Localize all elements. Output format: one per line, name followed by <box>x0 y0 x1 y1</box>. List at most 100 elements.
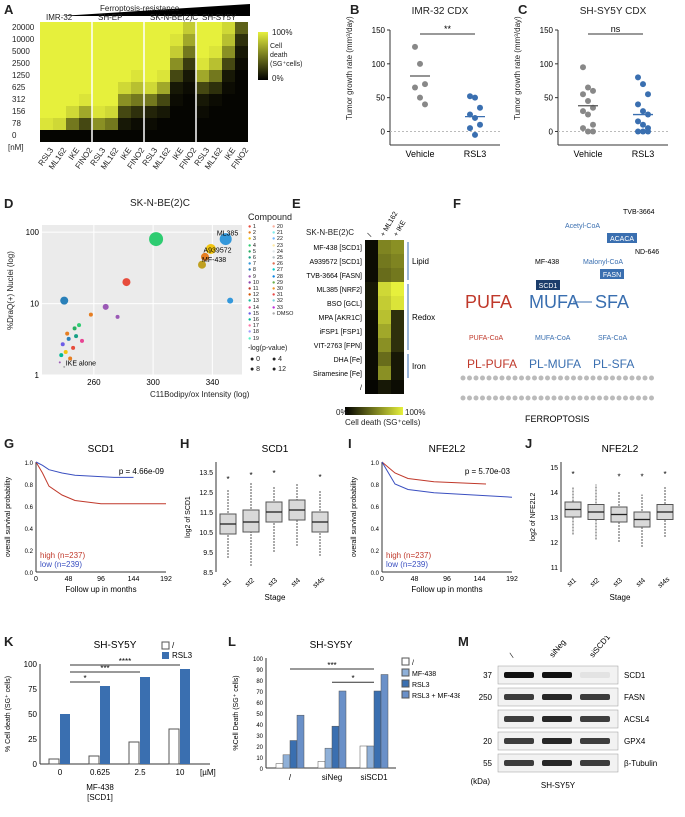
heat-cell <box>222 118 235 130</box>
heat-cell <box>92 58 105 70</box>
heat-cell <box>92 22 105 34</box>
bar-rsl3 <box>180 669 190 764</box>
heat-cell <box>378 352 391 366</box>
heat-cell <box>79 130 92 142</box>
data-point <box>477 104 483 111</box>
y-tick-label: 50 <box>544 94 553 103</box>
x-tick-label: 96 <box>97 576 105 583</box>
data-point <box>590 87 596 94</box>
heat-cell <box>209 94 222 106</box>
membrane-head <box>473 395 479 401</box>
y-tick-label: 0.0 <box>371 571 380 577</box>
legend-item: ● 17 <box>248 323 259 329</box>
legend-item: ● 27 <box>272 267 283 273</box>
heat-cell <box>209 130 222 142</box>
x-tick-label: 0 <box>34 576 38 583</box>
heat-cell <box>365 296 378 310</box>
membrane-head <box>603 395 609 401</box>
legend-item: ● 6 <box>248 255 256 261</box>
drug: MF-438 <box>86 783 114 792</box>
heat-cell <box>92 34 105 46</box>
heat-cell <box>53 82 66 94</box>
bar <box>282 754 291 769</box>
band <box>542 672 572 678</box>
conc-label: 2500 <box>12 59 30 68</box>
heat-cell <box>235 22 248 34</box>
heat-cell <box>196 34 209 46</box>
legend-item: ● 28 <box>272 274 283 280</box>
y-tick-label: 25 <box>28 735 37 744</box>
data-point <box>585 98 591 105</box>
x-tick-label: 10 <box>176 768 185 777</box>
conc-label: 625 <box>12 83 26 92</box>
heat-cell <box>40 94 53 106</box>
heat-cell <box>144 106 157 118</box>
data-point <box>585 128 591 135</box>
group-label: Lipid <box>412 257 429 266</box>
heat-cell <box>118 70 131 82</box>
membrane-head <box>577 395 583 401</box>
heat-cell <box>79 22 92 34</box>
legend-low: low (n=239) <box>386 560 428 569</box>
conc-label: 5000 <box>12 47 30 56</box>
heat-cell <box>170 118 183 130</box>
membrane-head <box>506 395 511 401</box>
legend-label: MF-438 <box>412 671 436 678</box>
y-tick-label: 9.5 <box>203 550 213 557</box>
membrane-head <box>584 395 589 401</box>
heat-cell <box>92 118 105 130</box>
membrane-head <box>532 375 537 381</box>
heat-cell <box>365 366 378 380</box>
heat-cell <box>118 106 131 118</box>
data-point <box>59 353 64 358</box>
enzyme-acaca <box>607 233 637 243</box>
heat-cell <box>131 22 144 34</box>
heat-cell <box>66 58 79 70</box>
size-legend-item: ● 8 <box>250 366 261 373</box>
membrane-head <box>558 395 563 401</box>
band <box>580 760 610 766</box>
cell-line-label: SH-SY5Y <box>202 13 237 22</box>
heat-cell <box>40 130 53 142</box>
x-tick-label: 48 <box>411 576 419 583</box>
x-tick-label: 260 <box>87 378 101 387</box>
heat-cell <box>378 366 391 380</box>
conc-label: 0 <box>12 131 17 140</box>
x-tick-label: 0.625 <box>90 768 111 777</box>
legend-swatch: ● <box>248 230 253 237</box>
heat-cell <box>196 70 209 82</box>
point-label: A939572 <box>203 247 231 254</box>
y-tick-label: 13.5 <box>199 470 213 477</box>
y-tick-label: 100 <box>253 657 264 663</box>
km-high-curve <box>381 461 487 485</box>
legend-item: ● 5 <box>248 249 256 255</box>
panel-letter-l: L <box>228 634 236 649</box>
data-point <box>74 334 79 339</box>
heat-cell <box>183 58 196 70</box>
scatter-d: 260 300 340 100 10 1 ML385 A939572 MF-438 IKE alo… <box>26 225 242 387</box>
heat-cell <box>118 58 131 70</box>
bar <box>317 761 326 769</box>
stage-label: st3 <box>267 577 279 588</box>
label-sfa-coa: SFA-CoA <box>598 335 628 342</box>
label-acaca: ACACA <box>610 236 634 243</box>
heat-cell <box>378 296 391 310</box>
membrane-head <box>545 395 550 401</box>
point-label: MF-438 <box>202 257 226 264</box>
data-point <box>590 121 596 128</box>
size-legend-title: -log(p-value) <box>248 345 288 352</box>
point-label: IKE alone <box>66 361 96 368</box>
y-tick-label: 100 <box>26 228 40 237</box>
group-label: siSCD1 <box>360 773 388 782</box>
label-acetyl: Acetyl-CoA <box>565 223 600 230</box>
heat-cell <box>222 34 235 46</box>
heat-cell <box>144 70 157 82</box>
legend-item: ● 23 <box>272 243 283 249</box>
heat-cell <box>209 82 222 94</box>
legend-label: 1 <box>252 224 256 230</box>
title-b: IMR-32 CDX <box>411 6 469 17</box>
y-label: overall survival probability <box>5 476 12 557</box>
data-point <box>80 338 84 343</box>
heatmap-a <box>40 4 268 142</box>
membrane-head <box>538 395 544 401</box>
